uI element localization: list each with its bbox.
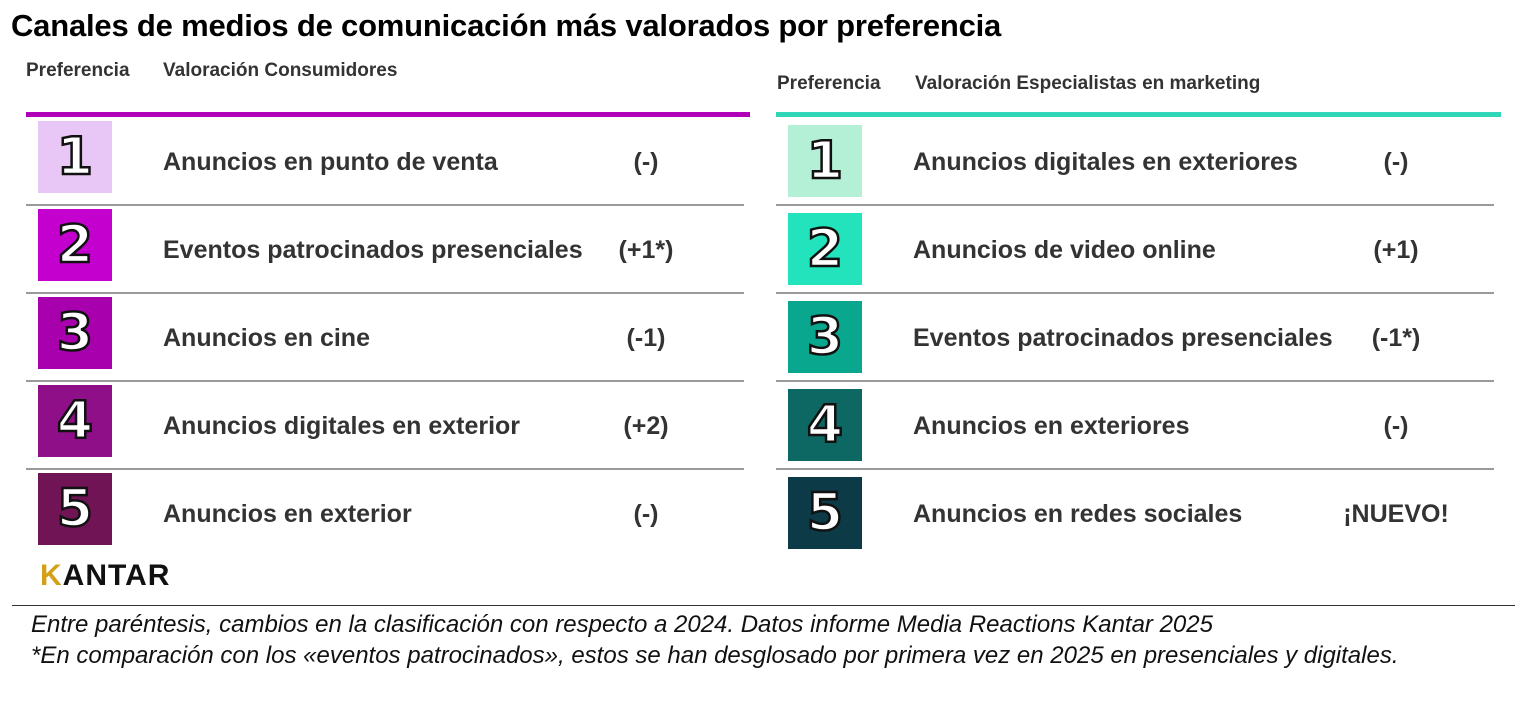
marketers-row-3: 3 Eventos patrocinados presenciales (-1*) xyxy=(776,294,1494,382)
rank-badge: 2 xyxy=(788,213,862,285)
channel-label: Anuncios en punto de venta xyxy=(163,147,498,176)
rank-number: 5 xyxy=(806,483,845,543)
rank-change: (-1) xyxy=(626,323,666,352)
marketers-header-valoracion: Valoración Especialistas en marketing xyxy=(915,73,1261,94)
channel-label: Anuncios digitales en exteriores xyxy=(913,147,1298,176)
consumers-row-5: 5 Anuncios en exterior (-) xyxy=(26,470,744,558)
consumers-header-valoracion: Valoración Consumidores xyxy=(163,60,398,81)
channel-label: Anuncios digitales en exterior xyxy=(163,411,521,440)
footer-divider xyxy=(12,605,1515,606)
consumers-row-4: 4 Anuncios digitales en exterior (+2) xyxy=(26,382,744,470)
channel-label: Eventos patrocinados presenciales xyxy=(913,323,1333,352)
rank-number: 5 xyxy=(56,479,95,539)
rank-change: (-) xyxy=(1383,411,1409,440)
rank-change: ¡NUEVO! xyxy=(1343,499,1449,528)
rank-badge: 3 xyxy=(788,301,862,373)
rank-change: (+2) xyxy=(623,411,669,440)
rank-number: 3 xyxy=(806,307,845,367)
channel-label: Anuncios en cine xyxy=(163,323,370,352)
marketers-accent-line xyxy=(776,112,1501,117)
consumers-row-1: 1 Anuncios en punto de venta (-) xyxy=(26,118,744,206)
marketers-row-5: 5 Anuncios en redes sociales ¡NUEVO! xyxy=(776,470,1494,558)
rank-number: 3 xyxy=(56,303,95,363)
rank-badge: 5 xyxy=(788,477,862,549)
channel-label: Eventos patrocinados presenciales xyxy=(163,235,583,264)
channel-label: Anuncios de video online xyxy=(913,235,1216,264)
marketers-row-1: 1 Anuncios digitales en exteriores (-) xyxy=(776,118,1494,206)
rank-change: (-) xyxy=(633,499,659,528)
rank-number: 1 xyxy=(56,127,95,187)
consumers-header-preference: Preferencia xyxy=(26,60,130,81)
rank-change: (+1*) xyxy=(618,235,674,264)
channel-label: Anuncios en exteriores xyxy=(913,411,1190,440)
page-title: Canales de medios de comunicación más va… xyxy=(11,8,1002,43)
rank-badge: 5 xyxy=(38,473,112,545)
marketers-header-preference: Preferencia xyxy=(777,73,881,94)
footnote-2: *En comparación con los «eventos patroci… xyxy=(31,642,1399,669)
rank-badge: 4 xyxy=(788,389,862,461)
rank-change: (-) xyxy=(633,147,659,176)
marketers-row-4: 4 Anuncios en exteriores (-) xyxy=(776,382,1494,470)
rank-number: 2 xyxy=(806,219,845,279)
kantar-logo: KANTAR xyxy=(40,559,171,592)
rank-badge: 1 xyxy=(788,125,862,197)
consumers-row-2: 2 Eventos patrocinados presenciales (+1*) xyxy=(26,206,744,294)
rank-number: 4 xyxy=(56,391,95,451)
rank-number: 2 xyxy=(56,215,95,275)
rank-badge: 3 xyxy=(38,297,112,369)
channel-label: Anuncios en exterior xyxy=(163,499,412,528)
rank-badge: 2 xyxy=(38,209,112,281)
rank-badge: 1 xyxy=(38,121,112,193)
rank-number: 1 xyxy=(806,131,845,191)
consumers-row-3: 3 Anuncios en cine (-1) xyxy=(26,294,744,382)
consumers-accent-line xyxy=(26,112,750,117)
rank-change: (-) xyxy=(1383,147,1409,176)
rank-number: 4 xyxy=(806,395,845,455)
rank-change: (+1) xyxy=(1373,235,1419,264)
marketers-row-2: 2 Anuncios de video online (+1) xyxy=(776,206,1494,294)
channel-label: Anuncios en redes sociales xyxy=(913,499,1243,528)
rank-badge: 4 xyxy=(38,385,112,457)
rank-change: (-1*) xyxy=(1371,323,1421,352)
footnote-1: Entre paréntesis, cambios en la clasific… xyxy=(31,611,1213,638)
